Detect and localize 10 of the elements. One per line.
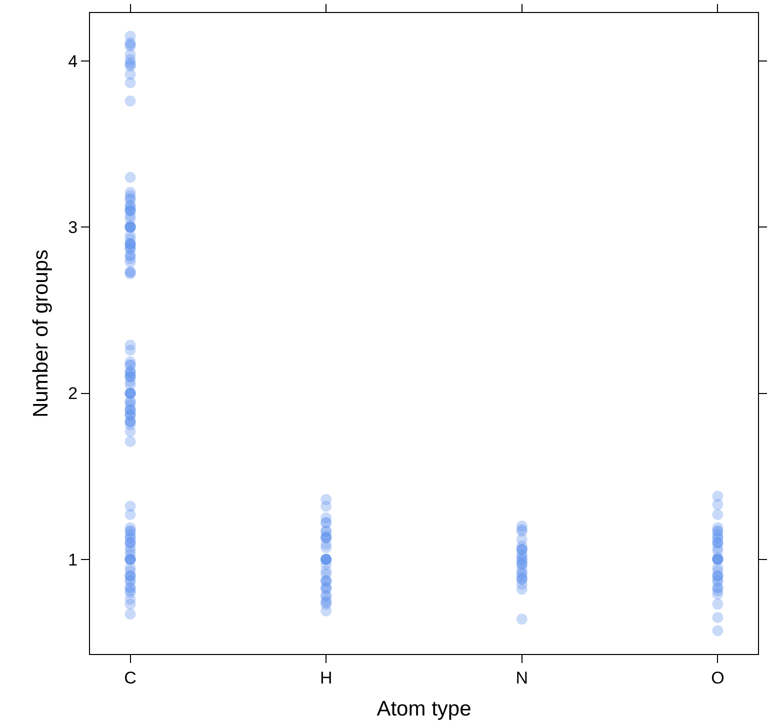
x-tick-label: H	[320, 668, 332, 688]
y-tick-label: 3	[68, 218, 78, 238]
y-axis-title: Number of groups	[29, 249, 52, 418]
x-axis-title: Atom type	[376, 698, 472, 721]
x-tick-label: O	[711, 668, 724, 688]
y-tick-label: 1	[68, 550, 78, 570]
x-tick-label: N	[516, 668, 528, 688]
y-tick-label: 4	[68, 52, 78, 72]
y-tick-label: 2	[68, 384, 78, 404]
x-tick-label: C	[124, 668, 136, 688]
